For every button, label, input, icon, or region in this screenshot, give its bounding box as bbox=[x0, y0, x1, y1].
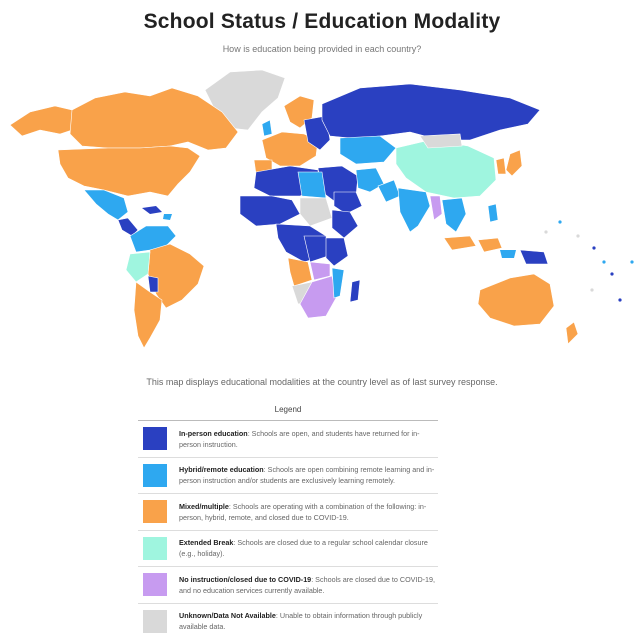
page-title: School Status / Education Modality bbox=[143, 10, 501, 33]
legend-text: Unknown/Data Not Available: Unable to ob… bbox=[179, 610, 438, 632]
legend-swatch bbox=[143, 500, 167, 524]
iran bbox=[355, 167, 385, 193]
legend-item: Mixed/multiple: Schools are operating wi… bbox=[138, 494, 438, 531]
legend-label: Hybrid/remote education bbox=[179, 465, 264, 475]
russia bbox=[321, 83, 541, 141]
alaska bbox=[9, 105, 79, 137]
legend-desc: : Schools are closed due to COVID-19, an… bbox=[179, 574, 436, 595]
legend-text: In-person education: Schools are open, a… bbox=[179, 428, 438, 450]
mexico bbox=[83, 189, 129, 221]
korea bbox=[495, 157, 507, 175]
mongolia bbox=[419, 133, 463, 149]
legend-item: Extended Break: Schools are closed due t… bbox=[138, 531, 438, 567]
legend-desc: : Unable to obtain information through p… bbox=[179, 611, 423, 632]
legend-label: Extended Break bbox=[179, 538, 234, 548]
sudan bbox=[299, 197, 333, 227]
india bbox=[397, 187, 431, 233]
legend-swatch bbox=[143, 427, 167, 451]
horn bbox=[331, 209, 359, 239]
legend-desc: : Schools are open combining remote lear… bbox=[179, 465, 435, 486]
legend-text: Extended Break: Schools are closed due t… bbox=[179, 537, 438, 559]
madagascar bbox=[349, 279, 361, 303]
myanmar bbox=[429, 195, 443, 221]
world-map bbox=[9, 69, 634, 349]
canada bbox=[69, 87, 239, 151]
legend-label: Unknown/Data Not Available bbox=[179, 611, 276, 621]
angola bbox=[287, 257, 313, 287]
legend-text: Mixed/multiple: Schools are operating wi… bbox=[179, 501, 438, 523]
legend-title: Legend bbox=[138, 405, 438, 421]
legend-item: No instruction/closed due to COVID-19: S… bbox=[138, 567, 438, 604]
legend-text: No instruction/closed due to COVID-19: S… bbox=[179, 574, 438, 596]
legend: Legend In-person education: Schools are … bbox=[138, 405, 438, 639]
australia bbox=[477, 273, 555, 327]
zambia bbox=[309, 261, 331, 281]
legend-item: Hybrid/remote education: Schools are ope… bbox=[138, 458, 438, 494]
map-caption: This map displays educational modalities… bbox=[146, 377, 498, 387]
east-africa bbox=[325, 237, 349, 267]
papua bbox=[519, 249, 549, 265]
sahel bbox=[239, 195, 301, 227]
legend-item: In-person education: Schools are open, a… bbox=[138, 421, 438, 458]
kazakhstan bbox=[339, 135, 397, 165]
philippines bbox=[487, 203, 499, 223]
new-zealand bbox=[565, 321, 579, 345]
se-asia bbox=[441, 197, 467, 233]
legend-swatch bbox=[143, 573, 167, 597]
uk bbox=[261, 119, 273, 137]
legend-text: Hybrid/remote education: Schools are ope… bbox=[179, 464, 438, 486]
legend-desc: : Schools are closed due to a regular sc… bbox=[179, 538, 428, 559]
arabia bbox=[333, 191, 363, 215]
bolivia bbox=[147, 275, 159, 293]
legend-swatch bbox=[143, 609, 167, 633]
indonesia-east bbox=[477, 237, 503, 253]
china bbox=[395, 139, 497, 199]
japan bbox=[505, 149, 523, 177]
libya-egypt bbox=[297, 171, 327, 199]
usa bbox=[57, 145, 201, 197]
legend-swatch bbox=[143, 536, 167, 560]
legend-desc: : Schools are open, and students have re… bbox=[179, 428, 420, 449]
argentina-chile bbox=[133, 281, 163, 349]
legend-rows: In-person education: Schools are open, a… bbox=[138, 421, 438, 639]
southern-africa bbox=[299, 275, 337, 319]
page-subtitle: How is education being provided in each … bbox=[222, 44, 422, 54]
legend-label: In-person education bbox=[179, 428, 248, 438]
legend-item: Unknown/Data Not Available: Unable to ob… bbox=[138, 604, 438, 639]
legend-desc: : Schools are operating with a combinati… bbox=[179, 501, 427, 522]
legend-label: No instruction/closed due to COVID-19 bbox=[179, 574, 312, 584]
indonesia-west bbox=[443, 235, 477, 251]
peru bbox=[125, 251, 151, 283]
legend-label: Mixed/multiple bbox=[179, 501, 229, 511]
mozambique bbox=[331, 267, 345, 299]
legend-swatch bbox=[143, 463, 167, 487]
